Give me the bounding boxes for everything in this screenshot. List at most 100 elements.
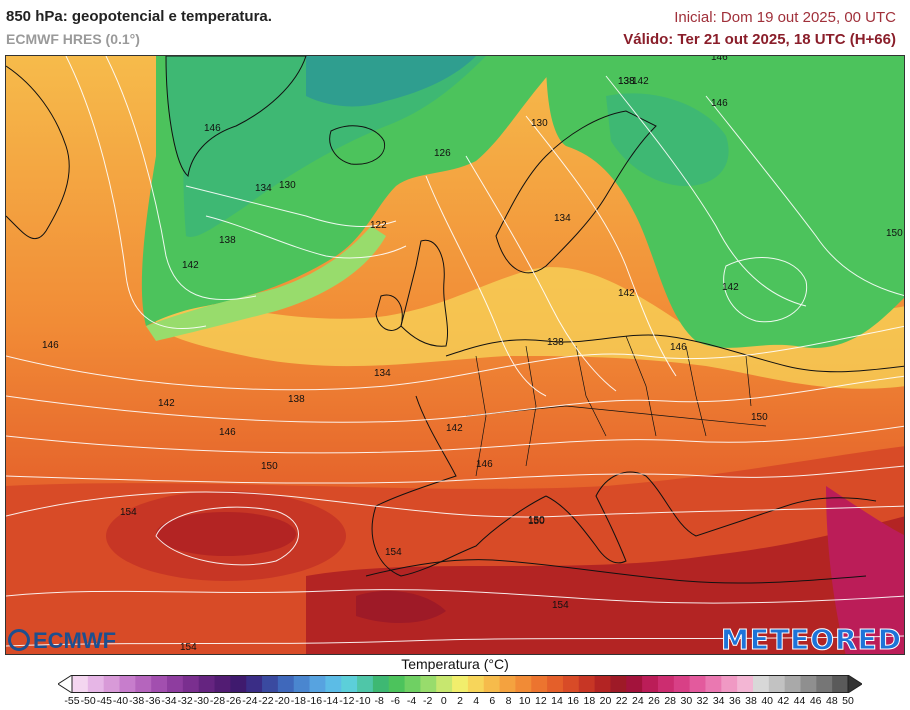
contour-label: 130	[279, 180, 296, 191]
colorbar-tick-label: -22	[258, 695, 274, 707]
meteored-logo: METEORED	[721, 623, 902, 657]
contour-label: 154	[552, 600, 569, 611]
colorbar-tick-label: 6	[489, 695, 496, 707]
contour-label: 138	[547, 337, 564, 348]
contour-label: 146	[670, 342, 687, 353]
colorbar-swatch	[262, 675, 279, 693]
colorbar-border	[71, 675, 849, 693]
map-canvas: 146 142 138 134 130 126 122 150 154 146 …	[6, 56, 904, 654]
colorbar-swatch	[768, 675, 786, 693]
colorbar	[58, 675, 862, 693]
colorbar-swatch	[357, 675, 374, 693]
colorbar-tick-label: 24	[631, 695, 644, 707]
colorbar-tick-label: -40	[112, 695, 129, 707]
colorbar-swatch	[657, 675, 675, 693]
colorbar-swatch	[578, 675, 596, 693]
colorbar-swatch	[436, 675, 453, 693]
colorbar-tick-label: -12	[339, 695, 355, 707]
mediterranean-north-coast	[545, 471, 877, 564]
colorbar-swatch	[246, 675, 263, 693]
africa-north-coast	[365, 559, 867, 584]
colorbar-swatch	[230, 675, 247, 693]
contour-label: 138	[618, 76, 635, 87]
colorbar-tick-label: 38	[745, 695, 757, 707]
colorbar-tick-label: -50	[80, 695, 96, 707]
contour-label: 142	[722, 282, 739, 293]
yellow-zone	[156, 267, 904, 389]
colorbar-tick-label: -36	[145, 695, 161, 707]
colorbar-tick-label: -26	[226, 695, 242, 707]
colorbar-tick-label: 22	[615, 695, 628, 707]
contour-label: 142	[182, 260, 199, 271]
colorbar-swatch	[404, 675, 421, 693]
country-borders	[465, 335, 767, 477]
colorbar-tick-label: 14	[551, 695, 563, 707]
europe-north-coast	[445, 334, 904, 373]
colorbar-swatch	[151, 675, 168, 693]
contour-label: 146	[219, 427, 236, 438]
colorbar-min-arrow	[58, 675, 73, 693]
colorbar-swatch	[103, 675, 121, 693]
colorbar-tick-label: 20	[599, 695, 612, 707]
hot-band-africa	[306, 516, 904, 654]
geopotential-contours	[6, 56, 904, 647]
contour-label: 154	[120, 507, 137, 518]
map-title: 850 hPa: geopotencial e temperatura.	[6, 8, 272, 25]
ecmwf-logo-icon	[8, 629, 30, 651]
colorbar-swatch	[594, 675, 611, 693]
colorbar-swatch	[800, 675, 817, 693]
colorbar-swatch	[293, 675, 311, 693]
contour-label: 146	[711, 56, 728, 63]
colorbar-tick-label: -16	[306, 695, 323, 707]
colorbar-tick-label: -20	[274, 695, 290, 707]
colorbar-swatch	[135, 675, 152, 693]
colorbar-swatch	[610, 675, 627, 693]
colorbar-labels: -55 -50 -45 -40 -38 -36 -34 -32 -30 -28 -26 -24 -22-…	[0, 695, 910, 709]
colorbar-tick-label: -45	[96, 695, 112, 707]
colorbar-swatch	[705, 675, 722, 693]
contour-label: 138	[618, 76, 635, 87]
contour-label: 146	[204, 123, 221, 134]
colorbar-tick-label: -34	[161, 695, 177, 707]
colorbar-swatch	[341, 675, 358, 693]
colorbar-swatch	[689, 675, 706, 693]
contour-label: 154	[385, 547, 402, 558]
initial-time: Inicial: Dom 19 out 2025, 00 UTC	[674, 9, 896, 26]
colorbar-max-arrow	[847, 675, 862, 693]
colorbar-tick-label: -38	[129, 695, 145, 707]
colorbar-title: Temperatura (°C)	[401, 656, 509, 672]
transition-green	[146, 226, 386, 341]
colorbar-tick-label: 46	[809, 695, 822, 707]
greenland	[165, 56, 307, 177]
colorbar-swatch	[467, 675, 485, 693]
colorbar-tick-label: 0	[440, 695, 447, 707]
canada-coast	[6, 65, 70, 240]
colorbar-swatch	[562, 675, 580, 693]
contour-label: 134	[554, 213, 571, 224]
ecmwf-logo-text: ECMWF	[33, 628, 117, 653]
colorbar-tick-label: 16	[567, 695, 579, 707]
contour-label: 142	[632, 76, 649, 87]
colorbar-swatch	[214, 675, 231, 693]
contour-label: 154	[180, 642, 197, 653]
colorbar-tick-label: 30	[680, 695, 693, 707]
model-label: ECMWF HRES (0.1°)	[6, 31, 140, 47]
contour-label: 146	[476, 459, 493, 470]
colorbar-swatch	[483, 675, 501, 693]
colorbar-swatch	[198, 675, 216, 693]
colorbar-swatch	[816, 675, 833, 693]
contour-label: 130	[531, 118, 548, 129]
colorbar-swatch	[499, 675, 516, 693]
colorbar-tick-label: -2	[422, 695, 433, 707]
weather-map[interactable]: 146 142 138 134 130 126 122 150 154 146 …	[5, 55, 905, 655]
colorbar-swatch	[388, 675, 406, 693]
colorbar-tick-label: -6	[390, 695, 400, 707]
scandinavia	[495, 110, 657, 274]
colorbar-tick-label: -18	[290, 695, 306, 707]
colorbar-tick-label: -24	[242, 695, 258, 707]
colorbar-tick-label: 4	[473, 695, 480, 707]
colorbar-tick-label: 34	[712, 695, 725, 707]
colorbar-swatch	[72, 675, 89, 693]
colorbar-tick-label: 32	[696, 695, 709, 707]
iceland	[329, 125, 386, 165]
